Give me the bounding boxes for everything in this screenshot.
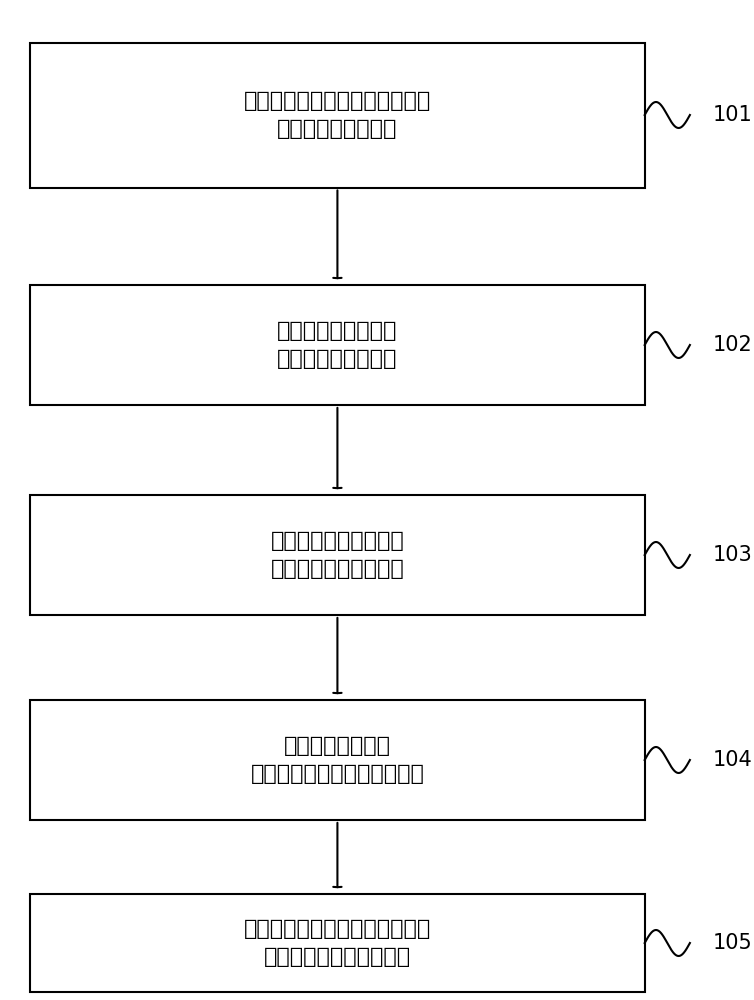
FancyBboxPatch shape <box>30 700 645 820</box>
Text: 机械臂基座姿态标定: 机械臂基座姿态标定 <box>277 349 397 369</box>
FancyBboxPatch shape <box>30 285 645 405</box>
Text: 104: 104 <box>713 750 752 770</box>
Text: 启动摇键电动工具: 启动摇键电动工具 <box>284 736 391 756</box>
Text: 调整为切割位置和姿态: 调整为切割位置和姿态 <box>271 559 404 579</box>
FancyBboxPatch shape <box>30 42 645 188</box>
Text: 将球形摇键调整至另一切割位置: 将球形摇键调整至另一切割位置 <box>244 919 431 939</box>
Text: 将机械臂上的球形摇键: 将机械臂上的球形摇键 <box>271 531 404 551</box>
Text: 105: 105 <box>713 933 752 953</box>
Text: 以根据切割路径旋转球形摇键: 以根据切割路径旋转球形摇键 <box>250 764 425 784</box>
Text: 执行球形摇键相对于: 执行球形摇键相对于 <box>277 321 397 341</box>
FancyBboxPatch shape <box>30 495 645 615</box>
Text: 机械臂基座位置标定: 机械臂基座位置标定 <box>277 119 397 139</box>
FancyBboxPatch shape <box>30 894 645 992</box>
Text: 102: 102 <box>713 335 752 355</box>
Text: 执行球形摇键的旋转中心相对于: 执行球形摇键的旋转中心相对于 <box>244 91 431 111</box>
Text: 103: 103 <box>713 545 752 565</box>
Text: 并根据切割路径进行切割: 并根据切割路径进行切割 <box>264 947 411 967</box>
Text: 101: 101 <box>713 105 752 125</box>
